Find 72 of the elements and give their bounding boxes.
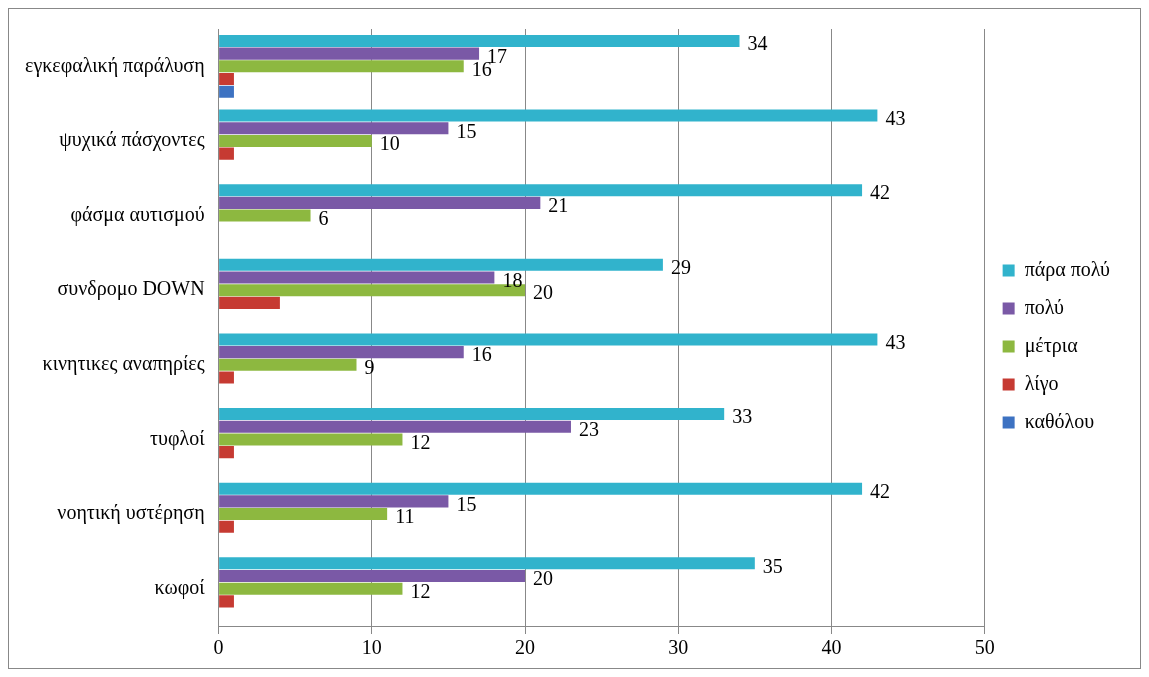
y-tick-label: ψυχικά πάσχοντες xyxy=(59,128,205,152)
data-label: 33 xyxy=(732,405,753,428)
bar xyxy=(219,508,388,521)
y-tick-label: εγκεφαλική παράλυση xyxy=(24,53,205,77)
bar xyxy=(219,122,449,135)
legend-label: μέτρια xyxy=(1024,333,1079,357)
y-tick-label: νοητική υστέρηση xyxy=(57,501,205,525)
bar xyxy=(219,358,357,371)
bar xyxy=(219,209,311,222)
bar xyxy=(219,557,755,570)
bar xyxy=(219,72,234,86)
bar xyxy=(219,446,234,459)
data-label: 35 xyxy=(762,554,783,577)
legend-label: καθόλου xyxy=(1024,409,1095,432)
bar xyxy=(219,333,878,346)
y-tick-label: κωφοί xyxy=(154,575,206,599)
bar xyxy=(219,482,863,495)
data-label: 12 xyxy=(410,430,431,453)
bar xyxy=(219,296,280,309)
bar xyxy=(219,258,663,271)
data-label: 10 xyxy=(379,132,400,155)
legend-label: λίγο xyxy=(1024,371,1059,395)
legend-label: πολύ xyxy=(1024,295,1065,318)
x-tick-label: 40 xyxy=(821,636,842,659)
x-tick-label: 20 xyxy=(515,636,536,659)
bar xyxy=(219,569,526,583)
bar xyxy=(219,34,740,47)
data-label: 23 xyxy=(578,418,599,440)
data-label: 6 xyxy=(318,206,329,229)
x-tick-label: 50 xyxy=(974,636,995,659)
bar xyxy=(219,271,495,284)
data-label: 11 xyxy=(395,505,415,528)
y-tick-label: τυφλοί xyxy=(150,426,206,450)
bar xyxy=(219,47,480,60)
bar xyxy=(219,196,541,209)
bar xyxy=(219,85,234,98)
bar xyxy=(219,60,464,73)
x-tick-label: 10 xyxy=(361,636,382,659)
y-tick-label: κινητικες αναπηρίες xyxy=(42,352,205,376)
bar xyxy=(219,520,234,533)
bar xyxy=(219,184,863,197)
data-label: 21 xyxy=(548,194,569,217)
bar xyxy=(219,433,403,446)
bar xyxy=(219,147,234,160)
bar xyxy=(219,134,372,147)
bar xyxy=(219,109,878,122)
y-tick-label: φάσμα αυτισμού xyxy=(70,202,205,226)
bar xyxy=(219,408,725,421)
data-label: 12 xyxy=(410,579,431,602)
data-label: 15 xyxy=(456,119,477,142)
data-label: 43 xyxy=(885,106,906,129)
y-tick-label: συνδρομο DOWN xyxy=(57,277,205,301)
bar xyxy=(219,495,449,508)
legend-label: πάρα πολύ xyxy=(1024,257,1111,281)
data-label: 15 xyxy=(456,492,477,515)
x-tick-label: 0 xyxy=(213,636,224,659)
bar xyxy=(219,346,464,359)
data-label: 29 xyxy=(670,256,691,279)
data-label: 42 xyxy=(870,181,891,204)
bar xyxy=(219,595,234,608)
data-label: 34 xyxy=(747,32,768,55)
data-label: 20 xyxy=(533,281,554,304)
data-label: 9 xyxy=(364,356,375,379)
bar xyxy=(219,420,571,433)
x-tick-label: 30 xyxy=(668,636,689,659)
data-label: 20 xyxy=(533,567,554,590)
bar xyxy=(219,371,234,384)
data-label: 42 xyxy=(870,479,891,502)
data-label: 16 xyxy=(471,343,492,366)
data-label: 16 xyxy=(471,57,492,80)
data-label: 43 xyxy=(885,330,906,353)
bar xyxy=(219,582,403,595)
